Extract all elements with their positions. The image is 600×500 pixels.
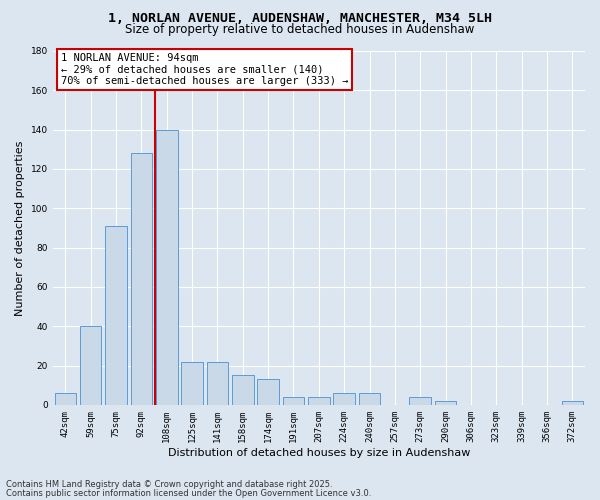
- Bar: [206, 362, 228, 405]
- X-axis label: Distribution of detached houses by size in Audenshaw: Distribution of detached houses by size …: [167, 448, 470, 458]
- Bar: [257, 380, 279, 405]
- Bar: [131, 153, 152, 405]
- Text: Size of property relative to detached houses in Audenshaw: Size of property relative to detached ho…: [125, 22, 475, 36]
- Bar: [409, 397, 431, 405]
- Bar: [562, 401, 583, 405]
- Bar: [181, 362, 203, 405]
- Bar: [308, 397, 329, 405]
- Y-axis label: Number of detached properties: Number of detached properties: [15, 140, 25, 316]
- Bar: [283, 397, 304, 405]
- Bar: [55, 393, 76, 405]
- Text: Contains HM Land Registry data © Crown copyright and database right 2025.: Contains HM Land Registry data © Crown c…: [6, 480, 332, 489]
- Bar: [359, 393, 380, 405]
- Bar: [156, 130, 178, 405]
- Bar: [435, 401, 457, 405]
- Bar: [80, 326, 101, 405]
- Text: 1 NORLAN AVENUE: 94sqm
← 29% of detached houses are smaller (140)
70% of semi-de: 1 NORLAN AVENUE: 94sqm ← 29% of detached…: [61, 53, 348, 86]
- Text: 1, NORLAN AVENUE, AUDENSHAW, MANCHESTER, M34 5LH: 1, NORLAN AVENUE, AUDENSHAW, MANCHESTER,…: [108, 12, 492, 26]
- Bar: [334, 393, 355, 405]
- Bar: [232, 376, 254, 405]
- Bar: [105, 226, 127, 405]
- Text: Contains public sector information licensed under the Open Government Licence v3: Contains public sector information licen…: [6, 488, 371, 498]
